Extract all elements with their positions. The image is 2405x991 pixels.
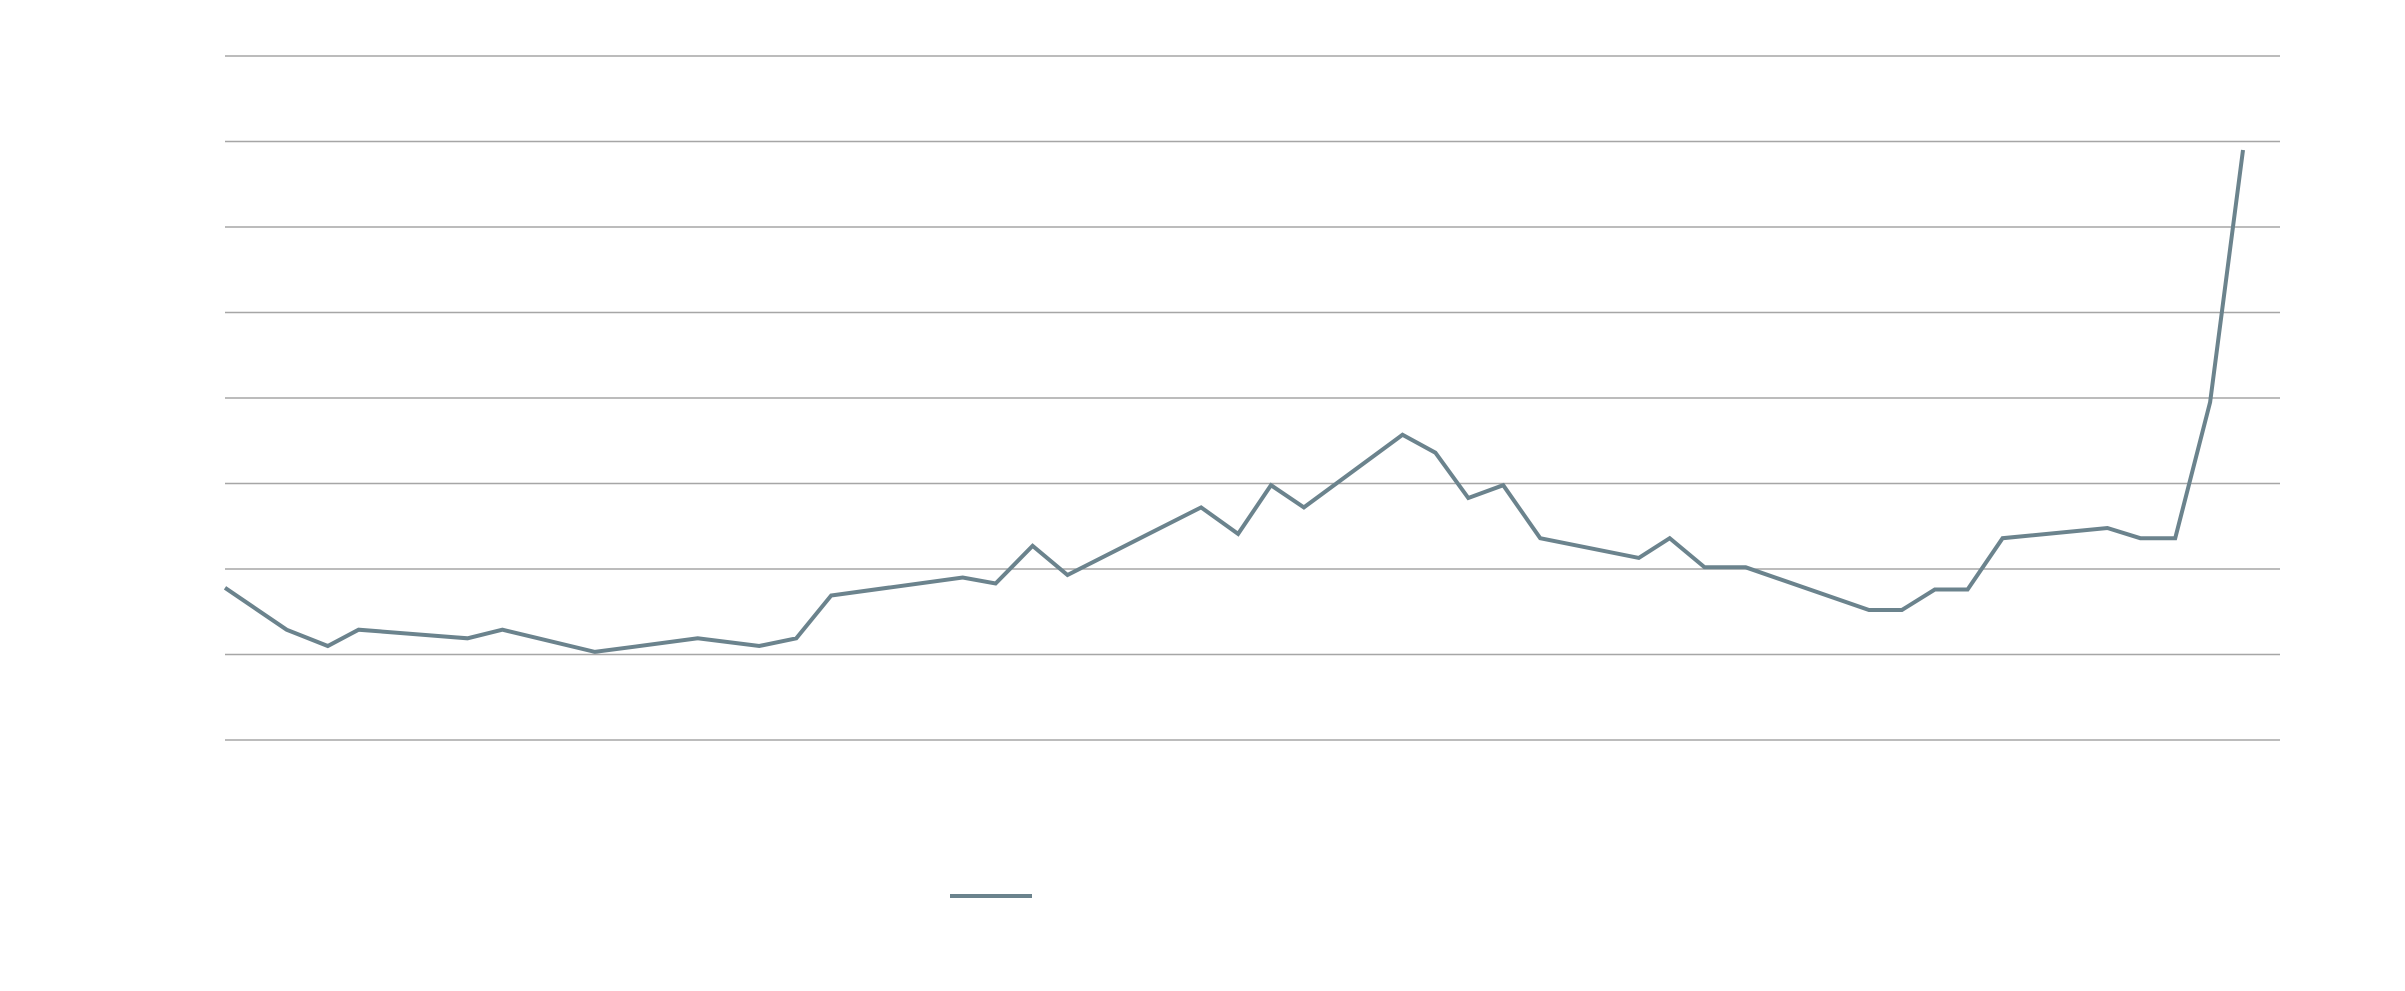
- series-line: [223, 149, 2245, 654]
- series-layer: [223, 149, 2245, 654]
- gridlines: [225, 55, 2280, 741]
